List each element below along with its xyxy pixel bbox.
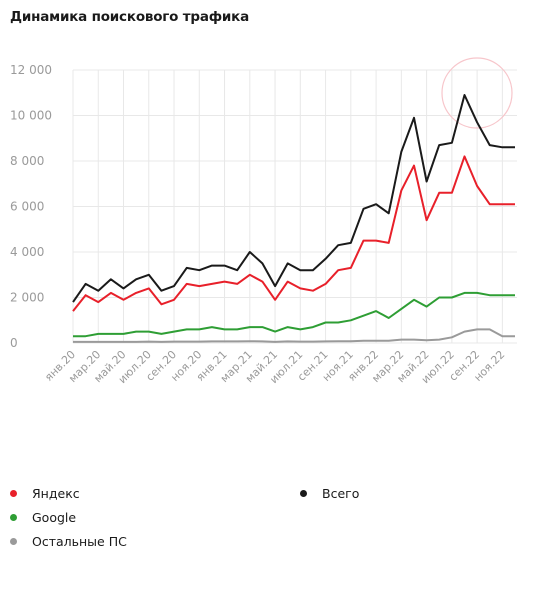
series-lines — [72, 94, 515, 343]
y-tick-label: 2 000 — [10, 291, 44, 305]
series-line-Всего — [72, 94, 515, 303]
y-tick-label: 4 000 — [10, 245, 44, 259]
legend-dot-icon — [10, 489, 17, 497]
y-tick-label: 0 — [10, 336, 18, 350]
y-tick-label: 10 000 — [10, 109, 52, 123]
legend-dot-icon — [10, 537, 17, 545]
y-tick-label: 6 000 — [10, 200, 44, 214]
legend-item: Всего — [300, 481, 359, 505]
highlight-circle — [441, 57, 513, 129]
legend-item: Яндекс — [10, 481, 127, 505]
chart-title: Динамика поискового трафика — [10, 9, 250, 25]
legend-dot-icon — [300, 489, 307, 497]
y-tick-label: 8 000 — [10, 154, 44, 168]
legend-label: Всего — [322, 485, 360, 501]
legend-left-column: Яндекс Google Остальные ПС — [10, 481, 127, 553]
series-line-Остальные ПС — [73, 328, 515, 343]
y-axis-ticks: 12 000 10 000 8 000 6 000 4 000 2 000 0 — [10, 63, 52, 350]
series-line-Google — [73, 291, 515, 338]
legend-right-column: Всего — [300, 481, 359, 505]
legend-item: Google — [10, 505, 127, 529]
y-tick-label: 12 000 — [10, 63, 52, 77]
legend-label: Google — [32, 509, 77, 525]
legend-label: Остальные ПС — [32, 533, 127, 549]
line-chart: 12 000 10 000 8 000 6 000 4 000 2 000 0 янв.20… — [10, 57, 517, 386]
chart-grid — [72, 69, 517, 344]
x-axis-ticks: янв.20мар.20май.20июл.20сен.20ноя.20янв.… — [42, 348, 507, 386]
legend-item: Остальные ПС — [10, 529, 127, 553]
series-line-Яндекс — [72, 155, 515, 312]
legend-dot-icon — [10, 513, 17, 521]
legend-label: Яндекс — [32, 485, 80, 501]
